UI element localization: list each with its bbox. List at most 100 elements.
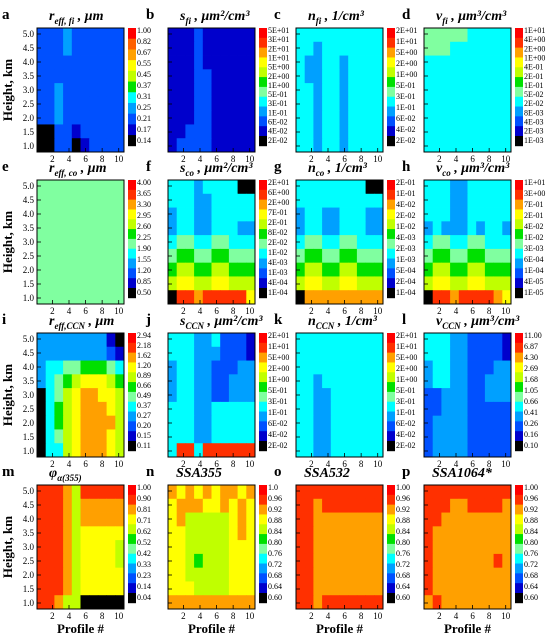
heatmap-cell [194, 110, 204, 125]
colorbar-swatch [515, 573, 523, 584]
heatmap-cell [168, 429, 178, 444]
heatmap-cell [493, 55, 503, 70]
heatmap-cell [246, 138, 256, 153]
heatmap-cell [202, 235, 212, 250]
heatmap-cell [63, 124, 73, 139]
heatmap-cell [202, 512, 212, 527]
heatmap-cell [476, 512, 486, 527]
heatmap-cell [356, 138, 366, 153]
colorbar-label: 2E-01 [268, 218, 288, 227]
heatmap-cell [441, 69, 451, 84]
heatmap-cell [365, 221, 375, 236]
y-tick-label: 3.5 [23, 223, 35, 233]
heatmap-cell [168, 595, 178, 610]
heatmap-cell [80, 193, 90, 208]
heatmap-cell [502, 96, 512, 112]
colorbar-swatch [387, 209, 395, 220]
heatmap-cell [493, 221, 503, 236]
heatmap-cell [493, 290, 503, 305]
heatmap-cell [374, 235, 384, 250]
heatmap-cell [211, 96, 221, 112]
heatmap-cell [304, 83, 314, 98]
y-tick-label: 4.0 [23, 209, 35, 219]
heatmap-cell [476, 553, 486, 569]
colorbar-label: 0.76 [524, 549, 538, 558]
heatmap-cell [80, 276, 90, 291]
heatmap-cell [296, 485, 306, 500]
heatmap-cell [194, 193, 204, 208]
heatmap-cell [313, 138, 323, 153]
colorbar-label: 0.60 [268, 593, 282, 602]
heatmap-cell [296, 429, 306, 444]
heatmap-cell [484, 526, 494, 541]
heatmap-cell [194, 138, 204, 153]
heatmap-cell [365, 415, 375, 430]
heatmap-cell [97, 346, 107, 361]
colorbar-label: 1.05 [524, 386, 538, 395]
heatmap-cell [63, 235, 73, 250]
heatmap-cell [502, 346, 512, 361]
heatmap-cell [220, 595, 230, 610]
colorbar-label: 4E-01 [524, 63, 544, 72]
heatmap-cell [194, 69, 204, 84]
colorbar-swatch [515, 494, 523, 506]
colorbar-label: 4.30 [524, 353, 538, 362]
colorbar-label: 5E+00 [268, 353, 289, 362]
heatmap-cell [356, 124, 366, 139]
heatmap-cell [476, 540, 486, 555]
heatmap-cell [322, 69, 332, 84]
heatmap-cell [37, 498, 47, 513]
heatmap-cell [246, 346, 256, 361]
heatmap-cell [467, 595, 477, 610]
heatmap-cell [37, 124, 47, 139]
heatmap-cell [356, 207, 366, 222]
heatmap-cell [502, 276, 512, 291]
heatmap-cell [458, 83, 468, 98]
heatmap-cell [237, 429, 247, 444]
colorbar-swatch [515, 401, 523, 412]
y-tick-label: 4.5 [23, 500, 35, 510]
heatmap-cell [339, 276, 349, 291]
heatmap-cell [356, 235, 366, 250]
heatmap-cell [330, 374, 340, 389]
heatmap-cell [330, 83, 340, 98]
heatmap-cell [246, 429, 256, 444]
heatmap-cell [80, 485, 90, 500]
colorbar-label: 0.80 [396, 538, 410, 547]
heatmap-cell [63, 207, 73, 222]
colorbar-label: 0.92 [268, 505, 282, 514]
heatmap-cell [89, 180, 99, 195]
heatmap-cell [450, 41, 460, 56]
colorbar-swatch [515, 199, 523, 210]
heatmap-cell [484, 595, 494, 610]
heatmap-cell [97, 374, 107, 389]
x-tick-label: 6 [342, 306, 347, 316]
heatmap-cell [365, 96, 375, 112]
heatmap-cell [339, 540, 349, 555]
heatmap-cell [37, 69, 47, 84]
heatmap-cell [185, 540, 195, 555]
heatmap-cell [356, 193, 366, 208]
heatmap-cell [71, 388, 81, 403]
heatmap-cell [228, 360, 238, 375]
heatmap-cell [441, 581, 451, 596]
colorbar-swatch [128, 248, 136, 259]
heatmap-cell [237, 540, 247, 555]
colorbar-label: 0.20 [137, 421, 151, 430]
heatmap-cell [63, 415, 73, 430]
heatmap-cell [432, 346, 442, 361]
heatmap-cell [71, 526, 81, 541]
heatmap-cell [176, 333, 186, 348]
heatmap-cell [228, 83, 238, 98]
heatmap-cell [63, 333, 73, 348]
heatmap-cell [45, 235, 55, 250]
colorbar-label: 0.84 [396, 527, 410, 536]
colorbar-swatch [515, 382, 523, 393]
colorbar-label: 6E-02 [268, 118, 288, 127]
colorbar-label: 0.23 [137, 571, 151, 580]
heatmap-cell [432, 262, 442, 277]
heatmap-cell [237, 290, 247, 305]
heatmap-cell [432, 69, 442, 84]
colorbar-swatch [259, 278, 267, 289]
heatmap-cell [202, 96, 212, 112]
